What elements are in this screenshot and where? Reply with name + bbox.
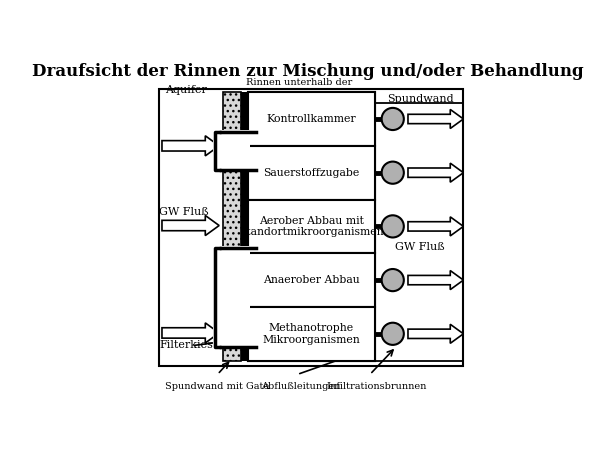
Text: Kontrollkammer: Kontrollkammer — [266, 114, 356, 124]
Text: Spundwand: Spundwand — [387, 94, 454, 104]
Circle shape — [382, 162, 404, 184]
Bar — [248, 307, 375, 360]
Text: Aerober Abbau mit
Standortmikroorganismen: Aerober Abbau mit Standortmikroorganisme… — [239, 216, 384, 237]
Circle shape — [382, 108, 404, 130]
Text: Abflußleitungen: Abflußleitungen — [261, 382, 340, 391]
Bar — [248, 146, 375, 199]
Text: Sauerstoffzugabe: Sauerstoffzugabe — [263, 168, 359, 178]
Bar — [213, 130, 250, 172]
Bar — [213, 246, 250, 348]
Bar — [248, 92, 375, 360]
Polygon shape — [408, 270, 463, 290]
Polygon shape — [408, 217, 463, 236]
Text: GOK: GOK — [287, 94, 310, 103]
Text: Infiltrationsbrunnen: Infiltrationsbrunnen — [326, 382, 427, 391]
Polygon shape — [408, 163, 463, 182]
Bar — [248, 199, 375, 253]
Text: Spundwand mit Gate: Spundwand mit Gate — [166, 382, 269, 391]
Bar — [241, 92, 248, 360]
Bar — [158, 89, 463, 366]
Bar — [248, 92, 375, 146]
Text: Methanotrophe
Mikroorganismen: Methanotrophe Mikroorganismen — [263, 323, 361, 345]
Text: GW Fluß: GW Fluß — [159, 207, 209, 216]
Text: Filterkies: Filterkies — [159, 340, 213, 350]
Polygon shape — [408, 324, 463, 343]
Circle shape — [382, 323, 404, 345]
Circle shape — [382, 215, 404, 238]
Text: Rinnen unterhalb der: Rinnen unterhalb der — [246, 78, 352, 87]
Text: Anaerober Abbau: Anaerober Abbau — [263, 275, 360, 285]
Bar — [223, 92, 241, 360]
Text: GW Fluß: GW Fluß — [395, 243, 445, 252]
Polygon shape — [162, 136, 219, 156]
Bar — [248, 253, 375, 307]
Text: Aquifer: Aquifer — [166, 86, 208, 95]
Circle shape — [382, 269, 404, 291]
Text: Draufsicht der Rinnen zur Mischung und/oder Behandlung: Draufsicht der Rinnen zur Mischung und/o… — [32, 63, 583, 80]
Polygon shape — [408, 109, 463, 129]
Polygon shape — [162, 216, 219, 235]
Polygon shape — [162, 323, 219, 343]
